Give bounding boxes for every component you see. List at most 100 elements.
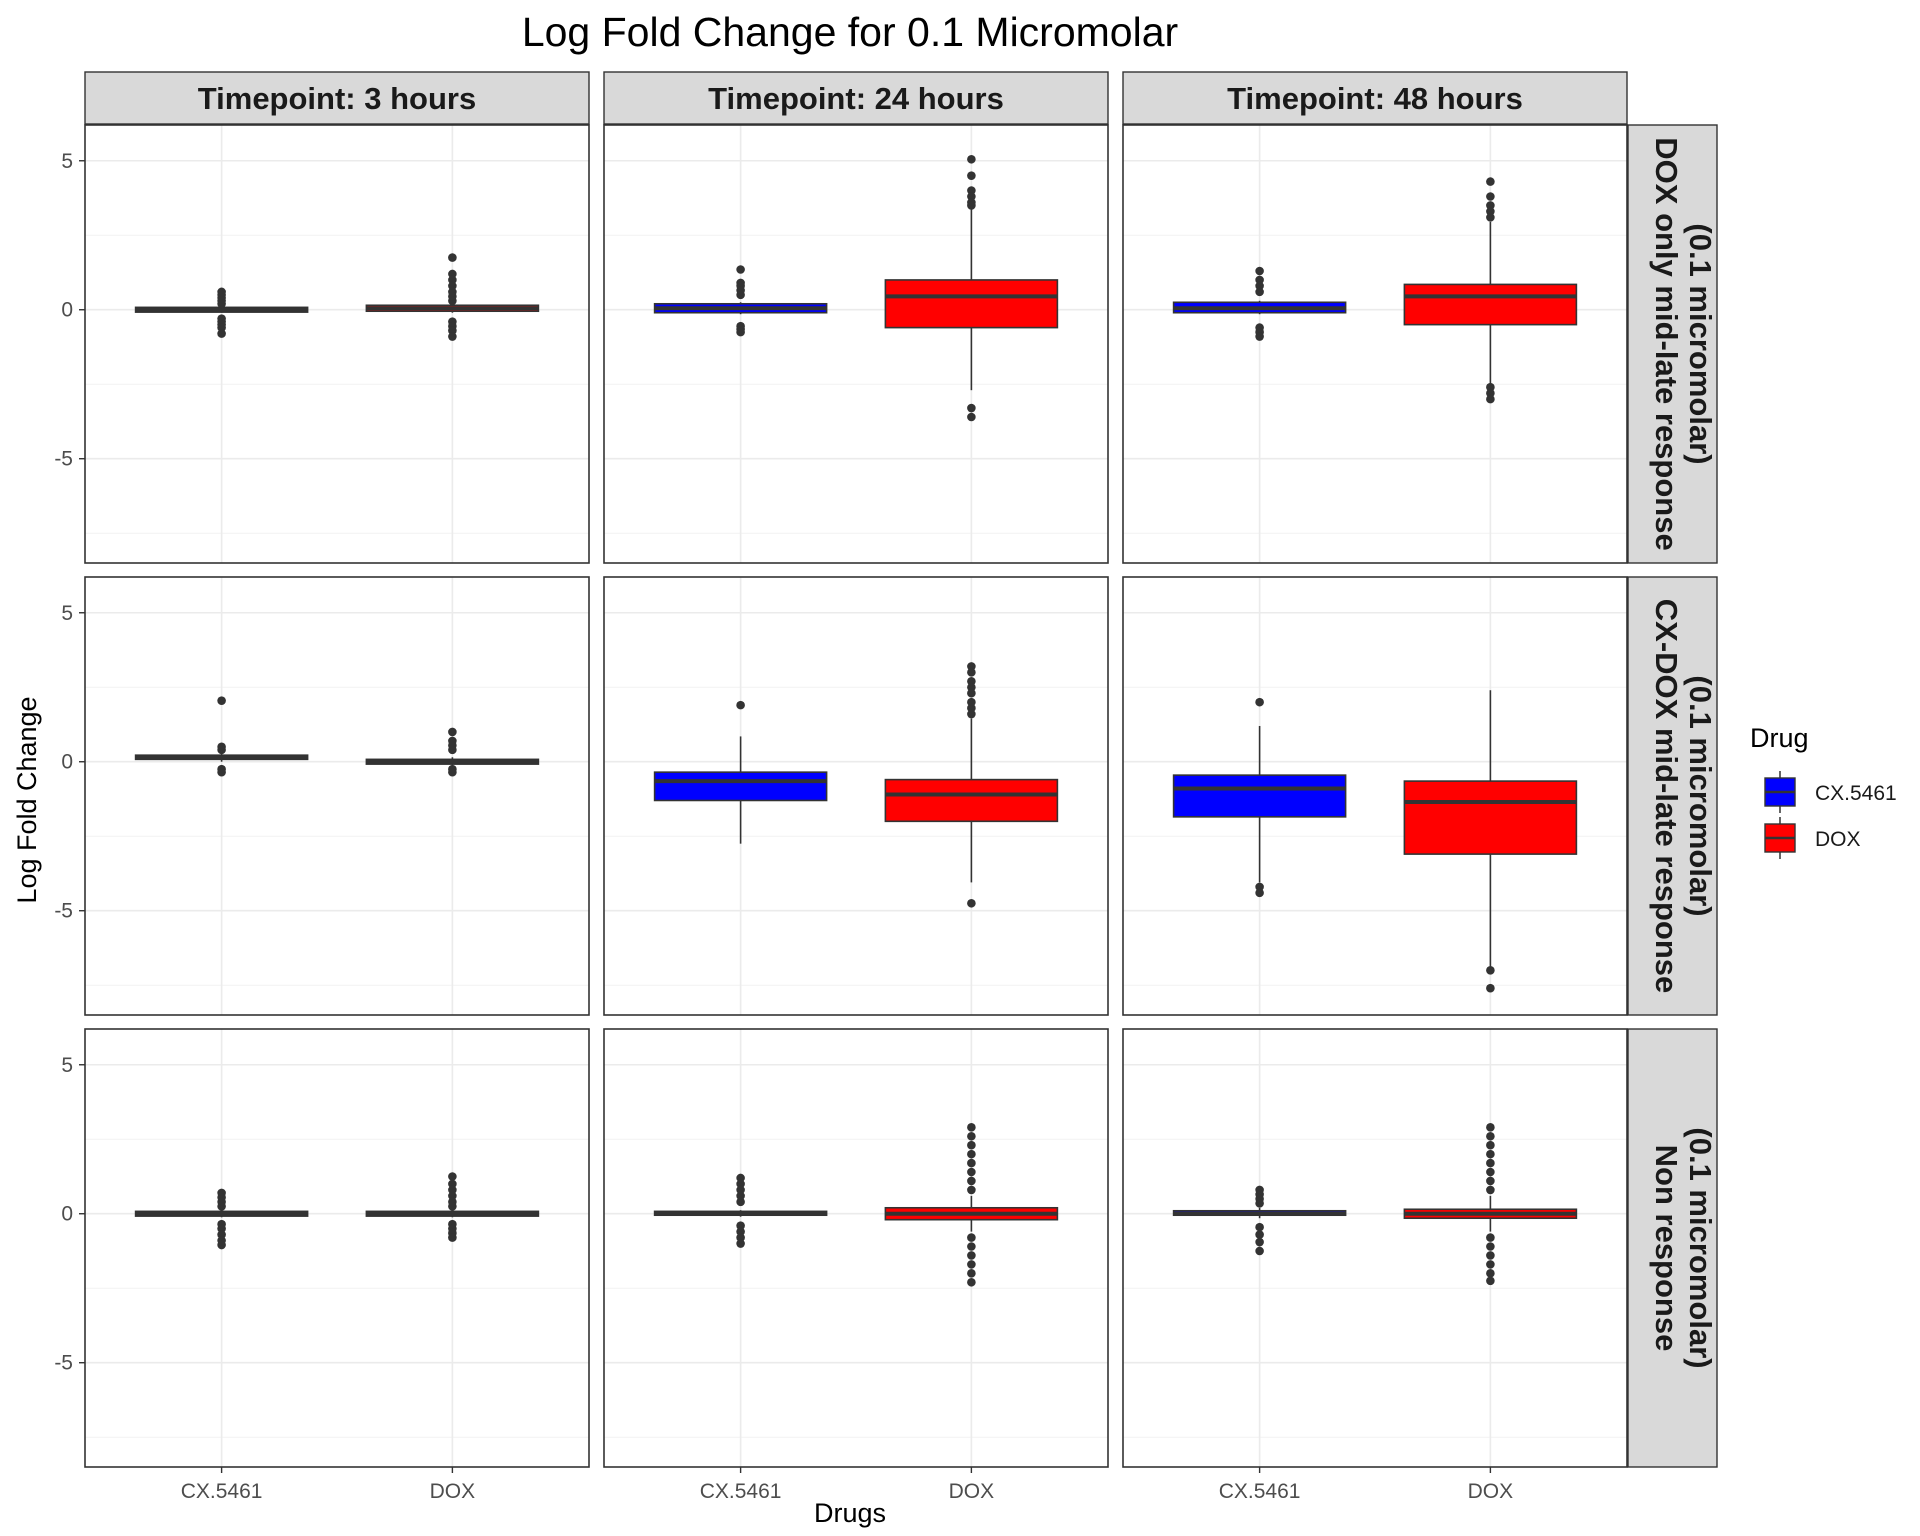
outlier-point — [736, 1239, 745, 1248]
outlier-point — [1486, 1123, 1495, 1132]
outlier-point — [217, 696, 226, 705]
box-iqr — [884, 279, 1059, 329]
outlier-point — [1486, 1140, 1495, 1150]
outlier-point — [217, 1224, 226, 1233]
y-tick-label: 5 — [61, 602, 73, 625]
outlier-point — [967, 186, 976, 195]
panel-border — [603, 124, 1109, 564]
panel-border — [1122, 1028, 1628, 1468]
outlier-point — [736, 1221, 745, 1230]
outlier-point — [967, 1149, 976, 1159]
outlier-point — [448, 745, 457, 755]
outlier-point — [967, 676, 976, 686]
legend-label: DOX — [1815, 828, 1861, 851]
outlier-point — [448, 1233, 457, 1242]
outlier-point — [1486, 1260, 1495, 1269]
x-tick-label: DOX — [949, 1480, 995, 1503]
panel-background — [85, 1029, 589, 1467]
y-tick-label: 0 — [61, 1203, 73, 1226]
outlier-point — [448, 767, 457, 777]
outlier-point — [967, 1277, 976, 1287]
outlier-point — [217, 1230, 226, 1239]
y-tick-label: 5 — [61, 150, 73, 173]
y-tick-label: -5 — [54, 448, 73, 471]
outlier-point — [967, 668, 976, 677]
outlier-point — [448, 332, 457, 341]
outlier-point — [967, 1269, 976, 1278]
outlier-point — [1486, 1149, 1495, 1159]
row-strip-label: CX-DOX mid-late response — [1649, 599, 1684, 993]
y-tick-label: -5 — [54, 900, 73, 923]
panel-border — [84, 1028, 590, 1468]
outlier-point — [967, 403, 976, 413]
outlier-point — [967, 1123, 976, 1132]
outlier-point — [967, 412, 976, 422]
row-strip — [1627, 576, 1718, 1016]
outlier-point — [1255, 1199, 1264, 1208]
panel-background — [85, 577, 589, 1015]
outlier-point — [217, 767, 226, 777]
outlier-point — [1255, 266, 1264, 276]
box-iqr — [653, 771, 828, 802]
outlier-point — [448, 1172, 457, 1181]
column-strip — [1122, 71, 1628, 125]
outlier-point — [1486, 983, 1495, 993]
outlier-point — [1486, 1233, 1495, 1242]
outlier-point — [217, 1240, 226, 1250]
panel-background — [604, 125, 1108, 563]
panel-border — [603, 576, 1109, 1016]
row-strip — [1627, 1028, 1718, 1468]
outlier-point — [1486, 1269, 1495, 1278]
legend-title: Drug — [1750, 723, 1809, 753]
x-tick-label: CX.5461 — [181, 1480, 263, 1503]
panel-border — [1122, 124, 1628, 564]
outlier-point — [448, 326, 457, 335]
outlier-point — [217, 299, 226, 309]
outlier-point — [967, 703, 976, 713]
outlier-point — [967, 1167, 976, 1177]
outlier-point — [1255, 882, 1264, 892]
x-tick-label: CX.5461 — [1219, 1480, 1301, 1503]
outlier-point — [1486, 1167, 1495, 1177]
outlier-point — [967, 201, 976, 210]
outlier-point — [736, 290, 745, 300]
row-strip — [1627, 124, 1718, 564]
outlier-point — [1486, 1242, 1495, 1251]
outlier-point — [1486, 207, 1495, 216]
panel-border — [84, 576, 590, 1016]
outlier-point — [1486, 1185, 1495, 1195]
outlier-point — [448, 281, 457, 291]
box-iqr — [1403, 780, 1578, 855]
outlier-point — [967, 1131, 976, 1141]
outlier-point — [1255, 697, 1264, 707]
outlier-point — [448, 727, 457, 737]
outlier-point — [967, 1185, 976, 1195]
outlier-point — [448, 1191, 457, 1201]
outlier-point — [736, 1173, 745, 1183]
outlier-point — [1486, 1251, 1495, 1260]
outlier-point — [217, 323, 226, 332]
outlier-point — [736, 1185, 745, 1195]
outlier-point — [736, 1197, 745, 1207]
outlier-point — [1255, 287, 1264, 297]
outlier-point — [967, 192, 976, 201]
outlier-point — [1486, 966, 1495, 975]
outlier-point — [448, 1185, 457, 1195]
outlier-point — [967, 1158, 976, 1168]
outlier-point — [967, 662, 976, 671]
panel-border — [84, 124, 590, 564]
outlier-point — [217, 1201, 226, 1211]
outlier-point — [967, 1176, 976, 1186]
outlier-point — [736, 1191, 745, 1201]
outlier-point — [448, 253, 457, 262]
outlier-point — [736, 1179, 745, 1189]
y-tick-label: 0 — [61, 751, 73, 774]
outlier-point — [967, 1251, 976, 1260]
panel-border — [1122, 576, 1628, 1016]
outlier-point — [967, 682, 976, 692]
outlier-point — [1486, 1176, 1495, 1186]
outlier-point — [967, 709, 976, 719]
outlier-point — [1255, 1246, 1264, 1256]
column-strip — [84, 71, 590, 125]
outlier-point — [1486, 382, 1495, 392]
